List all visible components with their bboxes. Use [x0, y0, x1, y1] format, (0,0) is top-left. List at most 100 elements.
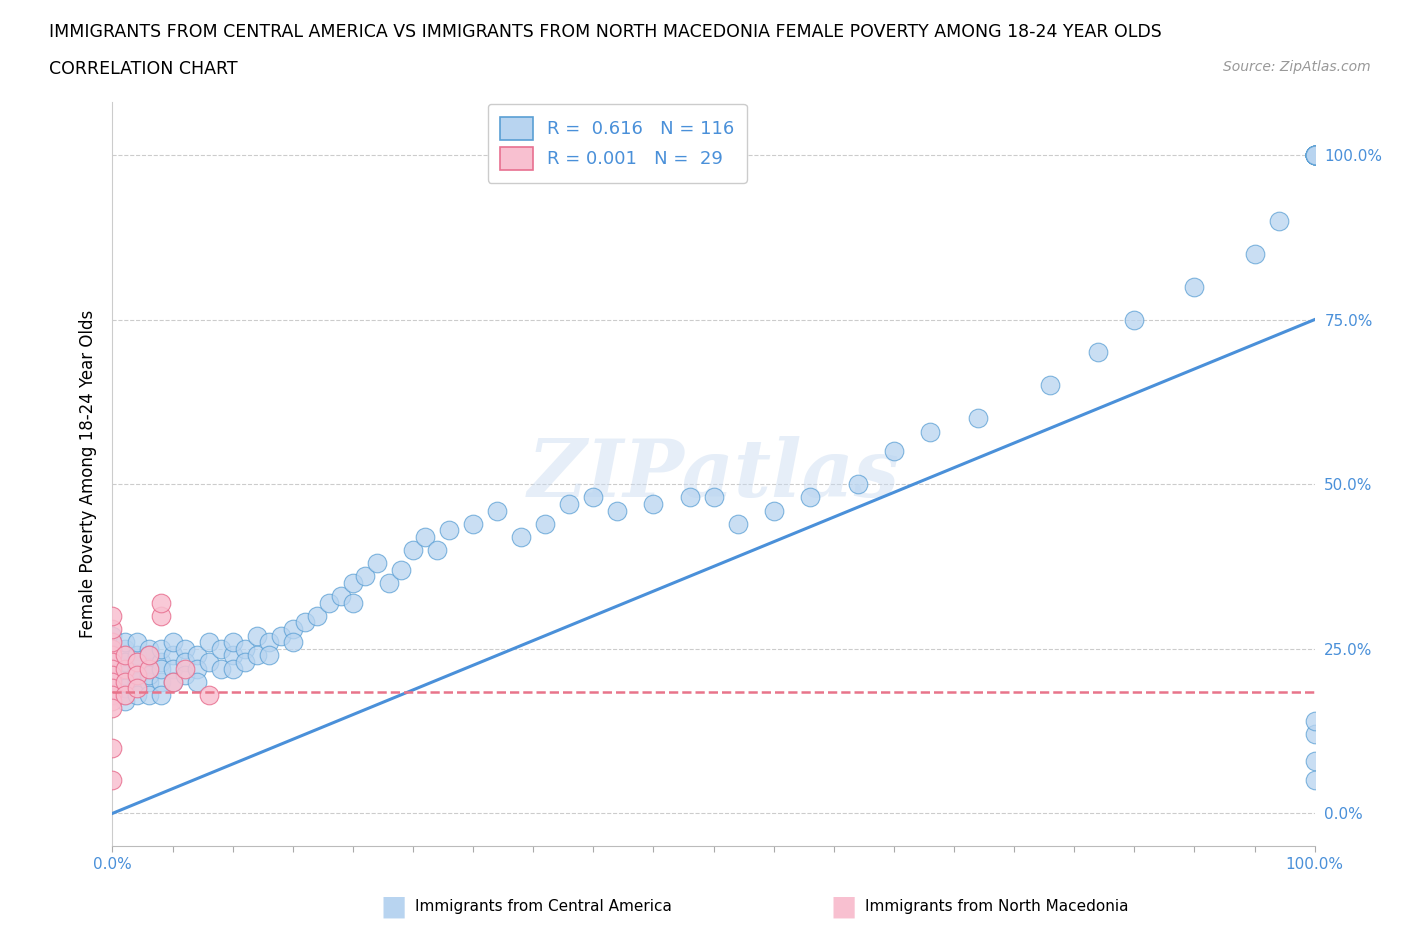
Point — [114, 661, 136, 676]
Point — [101, 687, 124, 702]
Point — [702, 490, 725, 505]
Point — [125, 687, 148, 702]
Point — [222, 648, 245, 663]
Point — [101, 628, 124, 643]
Point — [138, 668, 160, 683]
Point — [389, 563, 412, 578]
Point — [270, 628, 292, 643]
Text: Immigrants from Central America: Immigrants from Central America — [415, 899, 672, 914]
Point — [138, 648, 160, 663]
Text: Immigrants from North Macedonia: Immigrants from North Macedonia — [865, 899, 1128, 914]
Point — [173, 661, 195, 676]
Point — [402, 542, 425, 557]
Point — [1123, 312, 1146, 327]
Point — [1267, 213, 1289, 228]
Point — [114, 694, 136, 709]
Point — [114, 674, 136, 689]
Point — [149, 642, 172, 657]
Point — [281, 635, 304, 650]
Point — [1303, 148, 1326, 163]
Point — [246, 648, 269, 663]
Point — [186, 661, 208, 676]
Point — [114, 635, 136, 650]
Point — [101, 674, 124, 689]
Point — [510, 529, 533, 544]
Point — [149, 655, 172, 670]
Point — [101, 655, 124, 670]
Point — [1303, 727, 1326, 742]
Point — [173, 642, 195, 657]
Point — [342, 595, 364, 610]
Text: ■: ■ — [381, 893, 406, 921]
Text: Source: ZipAtlas.com: Source: ZipAtlas.com — [1223, 60, 1371, 74]
Point — [222, 661, 245, 676]
Point — [197, 635, 219, 650]
Point — [125, 635, 148, 650]
Point — [138, 642, 160, 657]
Point — [426, 542, 449, 557]
Point — [149, 687, 172, 702]
Point — [342, 576, 364, 591]
Point — [101, 661, 124, 676]
Point — [138, 687, 160, 702]
Point — [101, 642, 124, 657]
Point — [101, 681, 124, 696]
Point — [437, 523, 460, 538]
Point — [294, 615, 316, 630]
Point — [138, 648, 160, 663]
Point — [799, 490, 821, 505]
Text: ■: ■ — [831, 893, 856, 921]
Point — [558, 497, 581, 512]
Point — [186, 674, 208, 689]
Point — [281, 621, 304, 636]
Point — [257, 648, 280, 663]
Point — [846, 477, 869, 492]
Point — [101, 655, 124, 670]
Point — [138, 661, 160, 676]
Text: IMMIGRANTS FROM CENTRAL AMERICA VS IMMIGRANTS FROM NORTH MACEDONIA FEMALE POVERT: IMMIGRANTS FROM CENTRAL AMERICA VS IMMIG… — [49, 23, 1161, 41]
Point — [246, 628, 269, 643]
Point — [101, 681, 124, 696]
Point — [125, 674, 148, 689]
Point — [209, 642, 232, 657]
Point — [101, 635, 124, 650]
Point — [486, 503, 509, 518]
Point — [606, 503, 628, 518]
Point — [222, 635, 245, 650]
Legend: R =  0.616   N = 116, R = 0.001   N =  29: R = 0.616 N = 116, R = 0.001 N = 29 — [488, 104, 747, 183]
Point — [138, 661, 160, 676]
Point — [114, 674, 136, 689]
Point — [727, 516, 749, 531]
Point — [1303, 773, 1326, 788]
Point — [366, 556, 388, 571]
Point — [173, 668, 195, 683]
Point — [967, 411, 990, 426]
Point — [1087, 345, 1109, 360]
Point — [354, 569, 377, 584]
Point — [1039, 378, 1062, 392]
Point — [762, 503, 785, 518]
Point — [197, 655, 219, 670]
Point — [186, 648, 208, 663]
Point — [125, 661, 148, 676]
Point — [318, 595, 340, 610]
Point — [305, 608, 328, 623]
Point — [125, 668, 148, 683]
Point — [257, 635, 280, 650]
Point — [114, 642, 136, 657]
Point — [125, 668, 148, 683]
Text: ZIPatlas: ZIPatlas — [527, 435, 900, 513]
Point — [114, 687, 136, 702]
Point — [1303, 753, 1326, 768]
Point — [329, 589, 352, 604]
Point — [461, 516, 484, 531]
Point — [1303, 148, 1326, 163]
Point — [114, 648, 136, 663]
Point — [138, 674, 160, 689]
Point — [114, 655, 136, 670]
Point — [101, 621, 124, 636]
Point — [883, 444, 905, 458]
Point — [101, 648, 124, 663]
Point — [101, 694, 124, 709]
Point — [1303, 713, 1326, 728]
